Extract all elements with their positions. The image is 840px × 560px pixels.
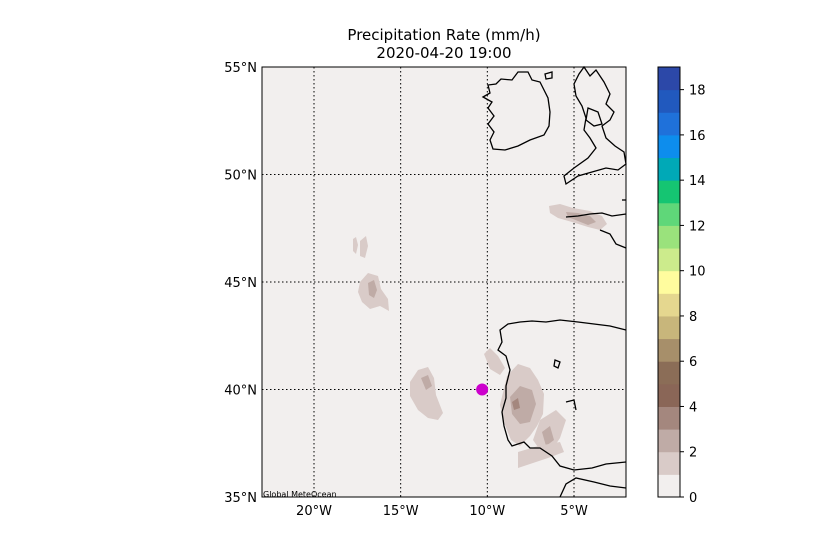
precipitation-field <box>353 204 607 468</box>
colorbar-segment <box>658 293 680 317</box>
colorbar-segment <box>658 225 680 249</box>
precip-core-brittany <box>566 212 596 225</box>
colorbar-segment <box>658 383 680 407</box>
map-frame <box>261 66 627 498</box>
x-tick-label: 5°W <box>560 504 588 519</box>
colorbar-tick-label: 10 <box>689 265 706 280</box>
brittany-coast <box>565 212 627 218</box>
precip-core-south-spain <box>542 426 554 446</box>
colorbar-frame <box>657 66 681 498</box>
colorbar-segment <box>658 361 680 385</box>
y-tick-label: 35°N <box>224 491 257 506</box>
colorbar-segment <box>658 248 680 272</box>
precip-area-galicia-off <box>484 348 505 375</box>
x-axis-ticks: 20°W 15°W 10°W 5°W <box>296 504 588 519</box>
y-tick-label: 40°N <box>224 384 257 399</box>
credit-label: Global MeteOcean <box>263 490 337 499</box>
precip-core-west-portugal <box>421 375 432 390</box>
lake-spain <box>553 359 561 369</box>
colorbar-tick-label: 4 <box>689 400 697 415</box>
colorbar-segment <box>658 406 680 430</box>
ireland-coast <box>481 71 551 151</box>
strait-coast <box>559 477 627 498</box>
colorbar-segment <box>658 157 680 181</box>
map-gridlines <box>262 67 626 497</box>
precip-area-west-portugal <box>410 367 443 420</box>
precip-area-cadiz <box>518 442 564 468</box>
colorbar-tick-label: 2 <box>689 446 697 461</box>
colorbar-tick-label: 8 <box>689 310 697 325</box>
map-title-line1: Precipitation Rate (mm/h) <box>347 26 541 44</box>
colorbar-tick-label: 18 <box>689 84 706 99</box>
y-tick-label: 45°N <box>224 276 257 291</box>
colorbar-segment <box>658 270 680 294</box>
y-axis-ticks: 55°N 50°N 45°N 40°N 35°N <box>224 61 257 506</box>
x-tick-label: 20°W <box>296 504 332 519</box>
colorbar-segment <box>658 202 680 226</box>
colorbar-tick-label: 12 <box>689 219 706 234</box>
precip-core-portugal-inner <box>512 398 520 410</box>
colorbar <box>658 67 680 498</box>
precip-core-portugal <box>510 386 536 424</box>
colorbar-segment <box>658 474 680 498</box>
tagus-estuary <box>565 399 577 411</box>
iberia-coast <box>497 319 627 471</box>
location-marker[interactable] <box>476 383 489 396</box>
y-tick-label: 55°N <box>224 61 257 76</box>
colorbar-segment <box>658 89 680 113</box>
colorbar-segment <box>658 315 680 340</box>
wales-coast <box>585 107 603 127</box>
colorbar-segment <box>658 180 680 204</box>
colorbar-tick-label: 14 <box>689 174 706 189</box>
colorbar-segment <box>658 67 680 91</box>
colorbar-segment <box>658 112 680 136</box>
colorbar-ticks: 0 2 4 6 8 10 12 14 16 18 <box>680 84 706 506</box>
x-tick-label: 15°W <box>383 504 419 519</box>
map-title-line2: 2020-04-20 19:00 <box>376 44 512 62</box>
precip-area-small-north-b <box>360 236 368 258</box>
x-tick-label: 10°W <box>469 504 505 519</box>
colorbar-tick-label: 16 <box>689 129 706 144</box>
coastlines <box>481 65 627 498</box>
scilly-island <box>544 71 553 80</box>
france-west-coast <box>599 229 627 249</box>
colorbar-segment <box>658 451 680 475</box>
y-tick-label: 50°N <box>224 169 257 184</box>
colorbar-tick-label: 0 <box>689 491 697 506</box>
colorbar-segment <box>658 429 680 453</box>
colorbar-tick-label: 6 <box>689 355 697 370</box>
britain-coast <box>563 65 627 186</box>
precip-core-mid-atlantic <box>368 280 377 298</box>
colorbar-segment <box>658 134 680 159</box>
precip-area-small-north <box>353 237 358 254</box>
colorbar-segment <box>658 338 680 362</box>
